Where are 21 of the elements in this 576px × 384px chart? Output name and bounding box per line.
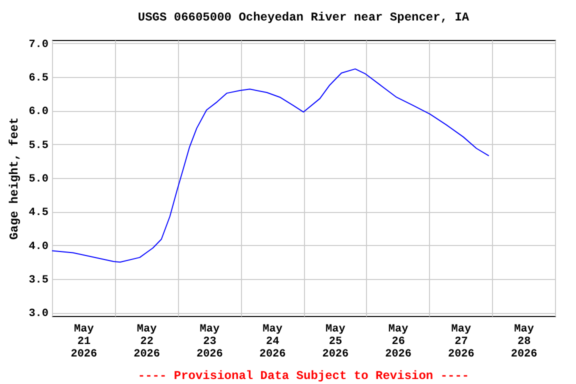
y-tick-label: 6.5 xyxy=(28,72,49,85)
y-tick-label: 3.0 xyxy=(28,308,48,320)
x-tick-label: May 23 2026 xyxy=(196,324,223,360)
y-axis-title: Gage height, feet xyxy=(8,117,22,240)
y-tick-label: 5.5 xyxy=(28,140,49,152)
chart-title: USGS 06605000 Ocheyedan River near Spencer, IA xyxy=(138,10,470,24)
text: ---- Provisional Data Subject to Revision ---- xyxy=(138,369,470,383)
y-tick-label: 4.0 xyxy=(28,240,48,253)
x-tick-label: May 27 2026 xyxy=(448,324,474,360)
y-tick-label: 7.0 xyxy=(28,38,48,51)
y-tick-label: 6.0 xyxy=(28,106,48,118)
y-tick-label: 3.5 xyxy=(28,274,49,286)
x-tick-label: May 22 2026 xyxy=(134,324,160,360)
line-series xyxy=(52,68,490,263)
x-tick-label: May 21 2026 xyxy=(70,324,98,360)
x-tick-label: May 28 2026 xyxy=(510,324,538,360)
y-tick-label: 5.0 xyxy=(28,174,48,186)
y-tick-label: 4.5 xyxy=(28,207,49,220)
x-tick-label: May 25 2026 xyxy=(322,324,349,360)
x-tick-label: May 24 2026 xyxy=(259,324,286,360)
x-tick-label: May 26 2026 xyxy=(385,324,412,360)
